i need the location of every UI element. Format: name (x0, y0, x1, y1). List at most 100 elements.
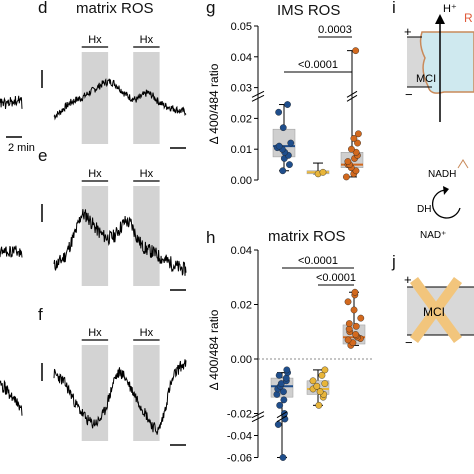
data-point (344, 336, 352, 344)
data-point (352, 47, 360, 55)
data-point (286, 161, 293, 169)
trace-panel-f: Hx Hx (41, 327, 187, 446)
data-point (275, 108, 283, 116)
y-axis-label: Δ 400/484 ratio (207, 63, 221, 144)
data-point (354, 130, 362, 138)
data-point (344, 158, 352, 165)
data-point (319, 168, 327, 176)
data-point (315, 401, 323, 409)
y-tick-label: 0.01 (231, 144, 252, 156)
cross-mark-b (409, 277, 463, 343)
panel-letter-g: g (206, 0, 216, 17)
data-point (279, 124, 287, 132)
data-point (276, 401, 284, 409)
diagram-j: MCI + − (404, 272, 474, 350)
data-point (316, 388, 324, 396)
hx-window-1 (81, 52, 109, 144)
trace-panel-e: Hx Hx (41, 168, 187, 291)
data-point (352, 322, 360, 330)
hx-window-1 (81, 345, 109, 441)
y-tick-label: 0.00 (231, 175, 252, 187)
data-point (275, 142, 283, 150)
data-point (351, 288, 359, 296)
data-point (280, 396, 288, 404)
plus-sign-j: + (404, 272, 412, 287)
panel-letter-e: e (38, 146, 48, 165)
data-point (283, 366, 291, 374)
panel-letter-h: h (206, 228, 216, 247)
trace-line (53, 209, 187, 276)
hx-label-1: Hx (88, 34, 102, 46)
data-point (352, 331, 360, 338)
data-point (309, 377, 317, 385)
p-value-label: <0.0001 (298, 255, 338, 267)
cycle-arrow-icon (431, 189, 461, 219)
diagram-i: H⁺ R + − MCI NADH DH NAD⁺ (404, 3, 474, 241)
proton-arrowhead (435, 14, 445, 24)
red-label: R (464, 11, 473, 25)
data-point (350, 306, 358, 314)
panel-letter-i: i (392, 0, 396, 17)
data-point (280, 388, 287, 396)
nad-label: NAD⁺ (420, 230, 446, 241)
mci-complex-shape (419, 31, 474, 94)
y-tick-label: -0.06 (227, 453, 252, 465)
y-tick-label: -0.04 (227, 431, 252, 443)
data-point (279, 454, 287, 461)
data-point (342, 173, 350, 181)
data-point (352, 167, 360, 175)
box-plot-h: -0.06 -0.04 -0.02 0.00 0.02 0.04 Δ 400/484 rat… (207, 245, 372, 465)
trace-line (53, 359, 187, 435)
data-point (350, 135, 358, 142)
hx-window-2 (133, 345, 160, 441)
hx-label-1: Hx (88, 168, 102, 180)
trace-c-fragment (0, 95, 23, 416)
axis-break-mark (251, 411, 265, 423)
data-point (279, 167, 287, 175)
data-point (274, 421, 282, 428)
panel-letter-d: d (38, 0, 48, 17)
y-tick-label: 0.00 (231, 354, 252, 366)
data-point (284, 101, 291, 108)
hx-label-2: Hx (140, 327, 154, 339)
small-caret-icon (457, 159, 469, 169)
trace-c-line-3 (0, 379, 23, 416)
hx-label-1: Hx (88, 327, 102, 339)
trace-line (53, 77, 187, 121)
trace-panel-d: Hx Hx (41, 34, 187, 149)
data-point (352, 148, 360, 156)
y-axis-label: Δ 400/484 ratio (207, 309, 221, 390)
minus-sign-i: − (405, 87, 413, 102)
data-point (345, 320, 353, 327)
y-tick-label: 0.04 (231, 245, 252, 257)
whisker-break-mark (276, 411, 288, 423)
dh-label: DH (417, 204, 431, 215)
y-tick-label: 0.03 (231, 83, 252, 95)
mci-label-i: MCI (416, 73, 436, 85)
p-value-label: <0.0001 (298, 59, 338, 71)
axis-break-mark (251, 90, 265, 102)
trace-c-line-2 (0, 245, 23, 258)
panel-title-h: matrix ROS (268, 228, 346, 245)
hx-label-2: Hx (140, 34, 154, 46)
whisker-break-mark (346, 90, 358, 102)
data-point (321, 380, 329, 387)
cycle-arrowhead-icon (443, 186, 449, 195)
panel-letter-j: j (392, 252, 396, 271)
data-point (348, 145, 355, 153)
data-point (313, 382, 321, 390)
nadh-label: NADH (428, 169, 456, 180)
data-point (344, 298, 352, 306)
data-point (287, 139, 295, 147)
y-tick-label: 0.02 (231, 300, 252, 312)
y-tick-label: 0.02 (231, 113, 252, 125)
data-point (357, 314, 365, 322)
time-scale-label: 2 min (8, 142, 35, 154)
p-value-label: 0.0003 (318, 24, 352, 36)
data-point (318, 371, 326, 379)
trace-c-line-1 (0, 95, 23, 110)
p-value-label: <0.0001 (316, 272, 356, 284)
y-tick-label: -0.02 (227, 409, 252, 421)
data-point (321, 366, 329, 374)
